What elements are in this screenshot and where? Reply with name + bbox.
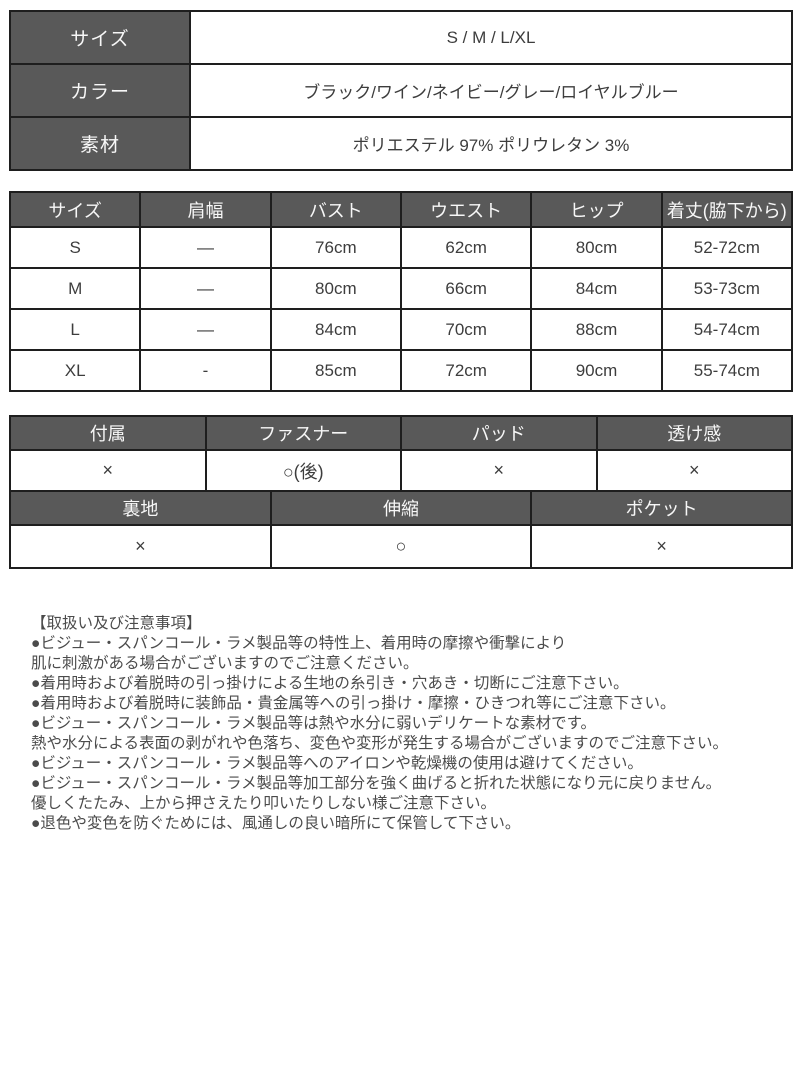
cell-bust: 80cm bbox=[269, 267, 402, 310]
feature-header-zipper: ファスナー bbox=[204, 415, 402, 451]
size-chart-row-xl: XL - 85cm 72cm 90cm 55-74cm bbox=[8, 349, 794, 392]
features-table-top: 付属 ファスナー パッド 透け感 × ○(後) × × bbox=[9, 415, 793, 492]
cell-hip: 90cm bbox=[530, 349, 663, 392]
cell-shoulder: - bbox=[139, 349, 272, 392]
features-table-bottom: 裏地 伸縮 ポケット × ○ × bbox=[9, 490, 793, 569]
feature-header-lining: 裏地 bbox=[9, 490, 272, 526]
care-note-line: ●ビジュー・スパンコール・ラメ製品等加工部分を強く曲げると折れた状態になり元に戻… bbox=[31, 775, 722, 792]
care-note-line: 優しくたたみ、上から押さえたり叩いたりしない様ご注意下さい。 bbox=[31, 795, 497, 812]
care-note-line: ●ビジュー・スパンコール・ラメ製品等の特性上、着用時の摩擦や衝撃により bbox=[31, 635, 567, 652]
cell-shoulder: — bbox=[139, 267, 272, 310]
features-bottom-header-row: 裏地 伸縮 ポケット bbox=[9, 490, 793, 526]
cell-shoulder: — bbox=[139, 308, 272, 351]
cell-size: L bbox=[8, 308, 142, 351]
cell-size: XL bbox=[8, 349, 142, 392]
care-note-line: ●退色や変色を防ぐためには、風通しの良い暗所にて保管して下さい。 bbox=[31, 815, 521, 832]
features-top-header-row: 付属 ファスナー パッド 透け感 bbox=[9, 415, 793, 451]
features-top-value-row: × ○(後) × × bbox=[9, 449, 793, 492]
spec-value-material: ポリエステル 97% ポリウレタン 3% bbox=[189, 116, 793, 171]
size-chart-header-waist: ウエスト bbox=[399, 191, 533, 228]
spec-label-material: 素材 bbox=[9, 116, 191, 171]
spec-value-size: S / M / L/XL bbox=[189, 10, 793, 65]
cell-waist: 72cm bbox=[399, 349, 533, 392]
cell-waist: 62cm bbox=[399, 226, 533, 269]
feature-value-pocket: × bbox=[530, 524, 793, 569]
care-notes-title: 【取扱い及び注意事項】 bbox=[31, 615, 202, 632]
feature-header-stretch: 伸縮 bbox=[269, 490, 533, 526]
size-chart-header-hip: ヒップ bbox=[530, 191, 663, 228]
feature-value-pad: × bbox=[400, 449, 598, 492]
cell-size: S bbox=[8, 226, 142, 269]
cell-bust: 76cm bbox=[269, 226, 402, 269]
product-spec-page: { "colors": { "header_bg": "#595959", "h… bbox=[0, 10, 800, 1077]
features-bottom-value-row: × ○ × bbox=[9, 524, 793, 569]
cell-length: 53-73cm bbox=[660, 267, 794, 310]
spec-row-material: 素材 ポリエステル 97% ポリウレタン 3% bbox=[9, 116, 793, 171]
feature-header-sheerness: 透け感 bbox=[595, 415, 793, 451]
size-chart-row-m: M — 80cm 66cm 84cm 53-73cm bbox=[8, 267, 794, 310]
feature-header-accessory: 付属 bbox=[9, 415, 207, 451]
size-chart-header-bust: バスト bbox=[269, 191, 402, 228]
size-chart-table: サイズ 肩幅 バスト ウエスト ヒップ 着丈(脇下から) S — 76cm 62… bbox=[8, 191, 794, 392]
cell-shoulder: — bbox=[139, 226, 272, 269]
spec-table: サイズ S / M / L/XL カラー ブラック/ワイン/ネイビー/グレー/ロ… bbox=[9, 10, 793, 171]
size-chart-header-shoulder: 肩幅 bbox=[139, 191, 272, 228]
cell-hip: 88cm bbox=[530, 308, 663, 351]
spec-row-size: サイズ S / M / L/XL bbox=[9, 10, 793, 65]
care-note-line: ●着用時および着脱時に装飾品・貴金属等への引っ掛け・摩擦・ひきつれ等にご注意下さ… bbox=[31, 695, 676, 712]
feature-value-zipper: ○(後) bbox=[204, 449, 402, 492]
size-chart-header-row: サイズ 肩幅 バスト ウエスト ヒップ 着丈(脇下から) bbox=[8, 191, 794, 228]
feature-value-stretch: ○ bbox=[269, 524, 533, 569]
care-note-line: 熱や水分による表面の剥がれや色落ち、変色や変形が発生する場合がございますのでご注… bbox=[31, 735, 729, 752]
cell-length: 54-74cm bbox=[660, 308, 794, 351]
cell-hip: 84cm bbox=[530, 267, 663, 310]
cell-waist: 66cm bbox=[399, 267, 533, 310]
spec-row-color: カラー ブラック/ワイン/ネイビー/グレー/ロイヤルブルー bbox=[9, 63, 793, 118]
cell-bust: 85cm bbox=[269, 349, 402, 392]
cell-hip: 80cm bbox=[530, 226, 663, 269]
spec-label-color: カラー bbox=[9, 63, 191, 118]
care-note-line: ●ビジュー・スパンコール・ラメ製品等は熱や水分に弱いデリケートな素材です。 bbox=[31, 715, 597, 732]
feature-value-accessory: × bbox=[9, 449, 207, 492]
care-note-line: ●着用時および着脱時の引っ掛けによる生地の糸引き・穴あき・切断にご注意下さい。 bbox=[31, 675, 629, 692]
size-chart-row-l: L — 84cm 70cm 88cm 54-74cm bbox=[8, 308, 794, 351]
spec-label-size: サイズ bbox=[9, 10, 191, 65]
care-notes: 【取扱い及び注意事項】 ●ビジュー・スパンコール・ラメ製品等の特性上、着用時の摩… bbox=[31, 614, 800, 834]
care-note-line: ●ビジュー・スパンコール・ラメ製品等へのアイロンや乾燥機の使用は避けてください。 bbox=[31, 755, 643, 772]
feature-value-lining: × bbox=[9, 524, 272, 569]
cell-bust: 84cm bbox=[269, 308, 402, 351]
feature-header-pad: パッド bbox=[400, 415, 598, 451]
cell-length: 55-74cm bbox=[660, 349, 794, 392]
cell-waist: 70cm bbox=[399, 308, 533, 351]
size-chart-row-s: S — 76cm 62cm 80cm 52-72cm bbox=[8, 226, 794, 269]
feature-header-pocket: ポケット bbox=[530, 490, 793, 526]
spec-value-color: ブラック/ワイン/ネイビー/グレー/ロイヤルブルー bbox=[189, 63, 793, 118]
size-chart-header-size: サイズ bbox=[8, 191, 142, 228]
feature-value-sheerness: × bbox=[595, 449, 793, 492]
size-chart-header-length: 着丈(脇下から) bbox=[660, 191, 794, 228]
cell-size: M bbox=[8, 267, 142, 310]
care-note-line: 肌に刺激がある場合がございますのでご注意ください。 bbox=[31, 655, 419, 672]
cell-length: 52-72cm bbox=[660, 226, 794, 269]
